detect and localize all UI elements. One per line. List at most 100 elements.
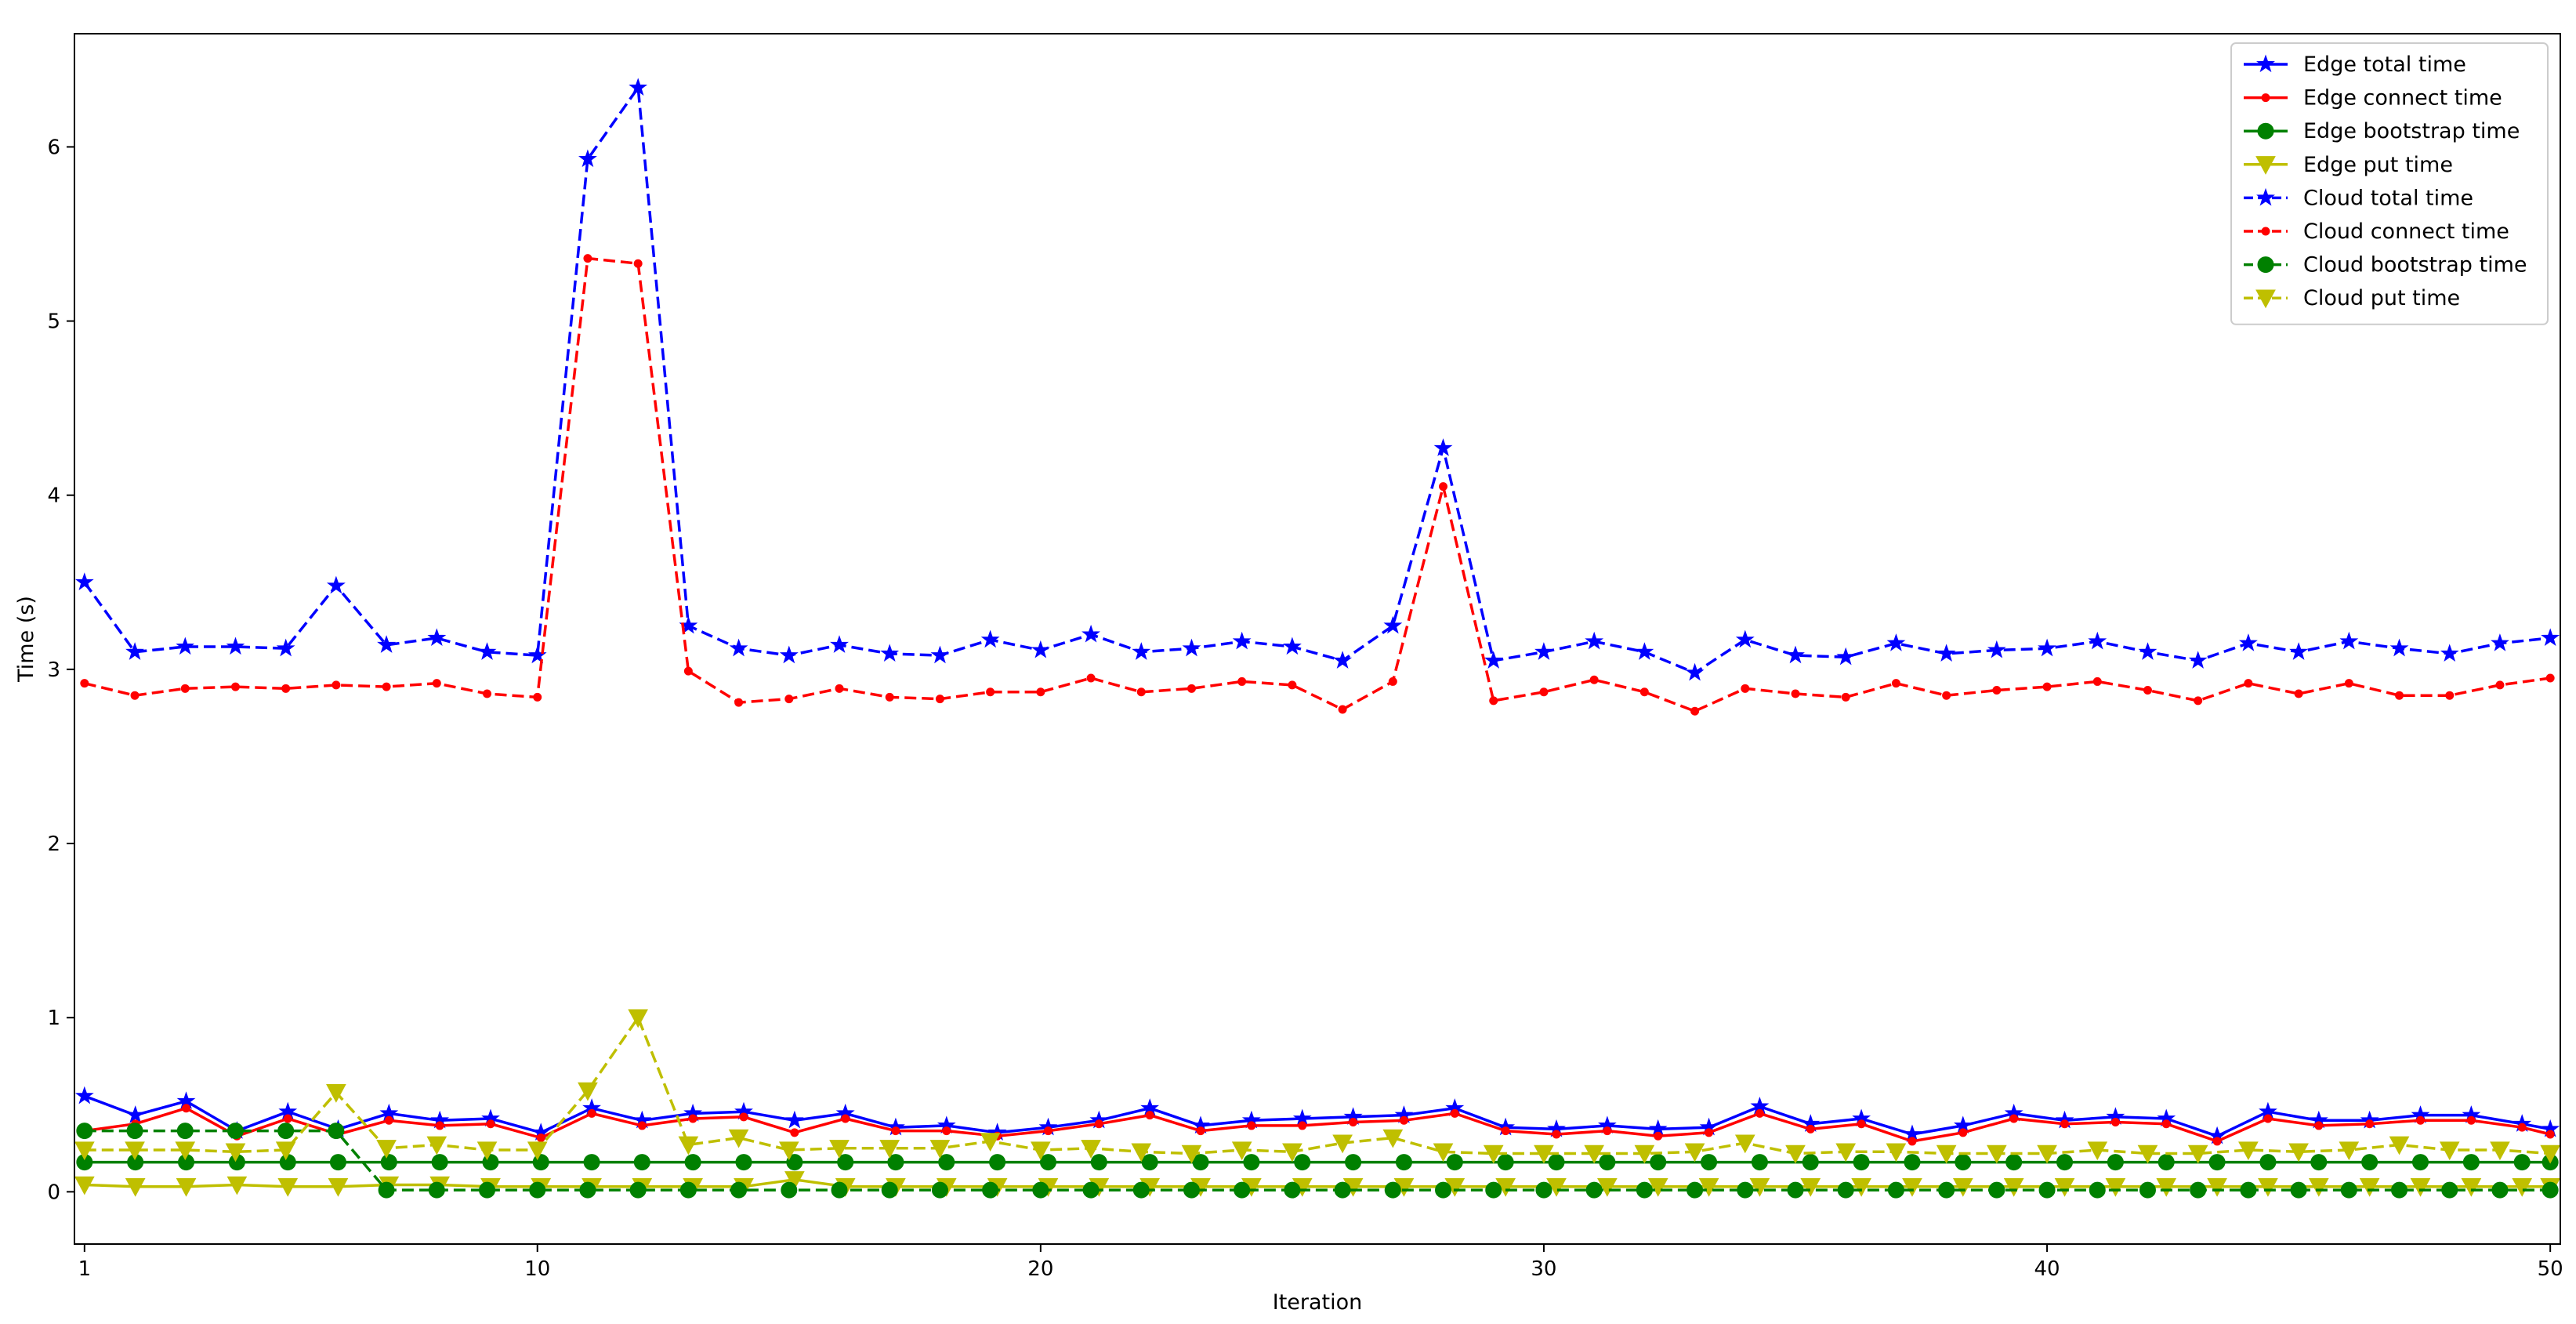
data-point	[1039, 1154, 1056, 1171]
data-point	[2344, 679, 2353, 688]
data-point	[2339, 1141, 2360, 1161]
data-point	[277, 1177, 299, 1197]
data-point	[1082, 1181, 1100, 1199]
series-line	[84, 1106, 2551, 1143]
data-point	[1243, 1154, 1260, 1171]
data-point	[688, 1114, 697, 1123]
y-tick-label: 3	[47, 658, 60, 682]
data-point	[529, 1181, 546, 1199]
data-point	[2060, 1119, 2070, 1129]
data-point	[837, 1154, 854, 1171]
data-point	[74, 1141, 95, 1161]
data-point	[2513, 1154, 2531, 1171]
series-line	[84, 256, 2551, 713]
data-point	[1181, 1144, 1202, 1164]
data-point	[1247, 1121, 1256, 1130]
data-point	[380, 1154, 397, 1171]
data-point	[477, 642, 497, 660]
data-point	[2445, 691, 2455, 700]
legend-marker	[2256, 187, 2275, 206]
data-point	[2415, 1115, 2425, 1125]
data-point	[76, 1123, 93, 1140]
data-point	[1636, 1181, 1653, 1199]
data-point	[942, 1126, 951, 1136]
data-point	[891, 1126, 900, 1136]
data-point	[2411, 1154, 2429, 1171]
data-point	[1908, 1137, 1917, 1146]
data-point	[332, 680, 341, 690]
data-point	[2038, 638, 2056, 657]
legend-marker	[2261, 227, 2270, 236]
data-point	[784, 1110, 804, 1129]
data-point	[2158, 1154, 2175, 1171]
data-point	[1433, 1143, 1454, 1163]
data-point	[2365, 1119, 2375, 1129]
data-point	[2194, 696, 2203, 706]
data-point	[276, 638, 295, 657]
series-line	[84, 1178, 2551, 1188]
data-point	[2056, 1154, 2074, 1171]
data-point	[935, 695, 944, 704]
data-point	[533, 692, 542, 702]
data-point	[2339, 631, 2359, 650]
data-point	[1484, 651, 1503, 669]
data-point	[730, 1181, 748, 1199]
data-point	[1399, 1115, 1408, 1125]
data-point	[2207, 1177, 2227, 1197]
data-point	[536, 1133, 545, 1142]
data-point	[779, 645, 799, 664]
data-point	[532, 1154, 549, 1171]
data-point	[1382, 1129, 1404, 1148]
data-point	[2542, 1181, 2559, 1199]
legend-label: Edge total time	[2303, 53, 2466, 77]
data-point	[2495, 680, 2505, 690]
data-point	[1036, 687, 1045, 697]
data-point	[637, 1121, 647, 1130]
legend-item: Cloud put time	[2244, 286, 2460, 310]
data-point	[1552, 1130, 1561, 1139]
data-point	[2466, 1115, 2476, 1125]
data-point	[2037, 1144, 2057, 1164]
data-point	[2440, 644, 2459, 662]
data-point	[376, 1140, 397, 1159]
data-point	[1751, 1154, 1768, 1171]
data-point	[578, 149, 597, 168]
data-point	[739, 1112, 748, 1122]
series-edge-put-time	[74, 1171, 2560, 1197]
data-point	[784, 1171, 805, 1190]
legend-item: Edge connect time	[2244, 86, 2502, 111]
data-point	[2005, 1154, 2023, 1171]
data-point	[479, 1181, 496, 1199]
data-point	[1433, 438, 1453, 456]
data-point	[879, 1140, 900, 1159]
x-tick-label: 10	[524, 1257, 550, 1281]
data-point	[2138, 642, 2158, 660]
data-point	[2003, 1177, 2024, 1197]
legend-label: Cloud connect time	[2303, 219, 2509, 244]
data-point	[2491, 633, 2509, 651]
data-point	[2517, 1123, 2527, 1132]
data-point	[1952, 1177, 1973, 1197]
data-point	[2410, 1177, 2431, 1197]
data-point	[931, 1181, 948, 1199]
data-point	[2545, 673, 2555, 683]
data-point	[579, 1181, 596, 1199]
x-axis-label: Iteration	[1273, 1290, 1363, 1315]
data-point	[2490, 1141, 2510, 1161]
data-point	[1534, 1144, 1554, 1164]
data-point	[734, 698, 744, 707]
data-point	[1546, 1177, 1567, 1197]
x-tick-label: 20	[1027, 1257, 1053, 1281]
data-point	[2314, 1121, 2324, 1130]
data-point	[2240, 1181, 2257, 1199]
data-point	[180, 684, 190, 693]
data-point	[684, 1154, 701, 1171]
data-point	[1603, 1126, 1612, 1136]
series-line	[84, 1129, 2551, 1192]
data-point	[683, 666, 693, 676]
data-point	[1942, 691, 1951, 700]
data-point	[2244, 679, 2253, 688]
data-point	[1584, 1144, 1604, 1164]
data-point	[1958, 1128, 1968, 1137]
data-point	[1032, 1181, 1049, 1199]
